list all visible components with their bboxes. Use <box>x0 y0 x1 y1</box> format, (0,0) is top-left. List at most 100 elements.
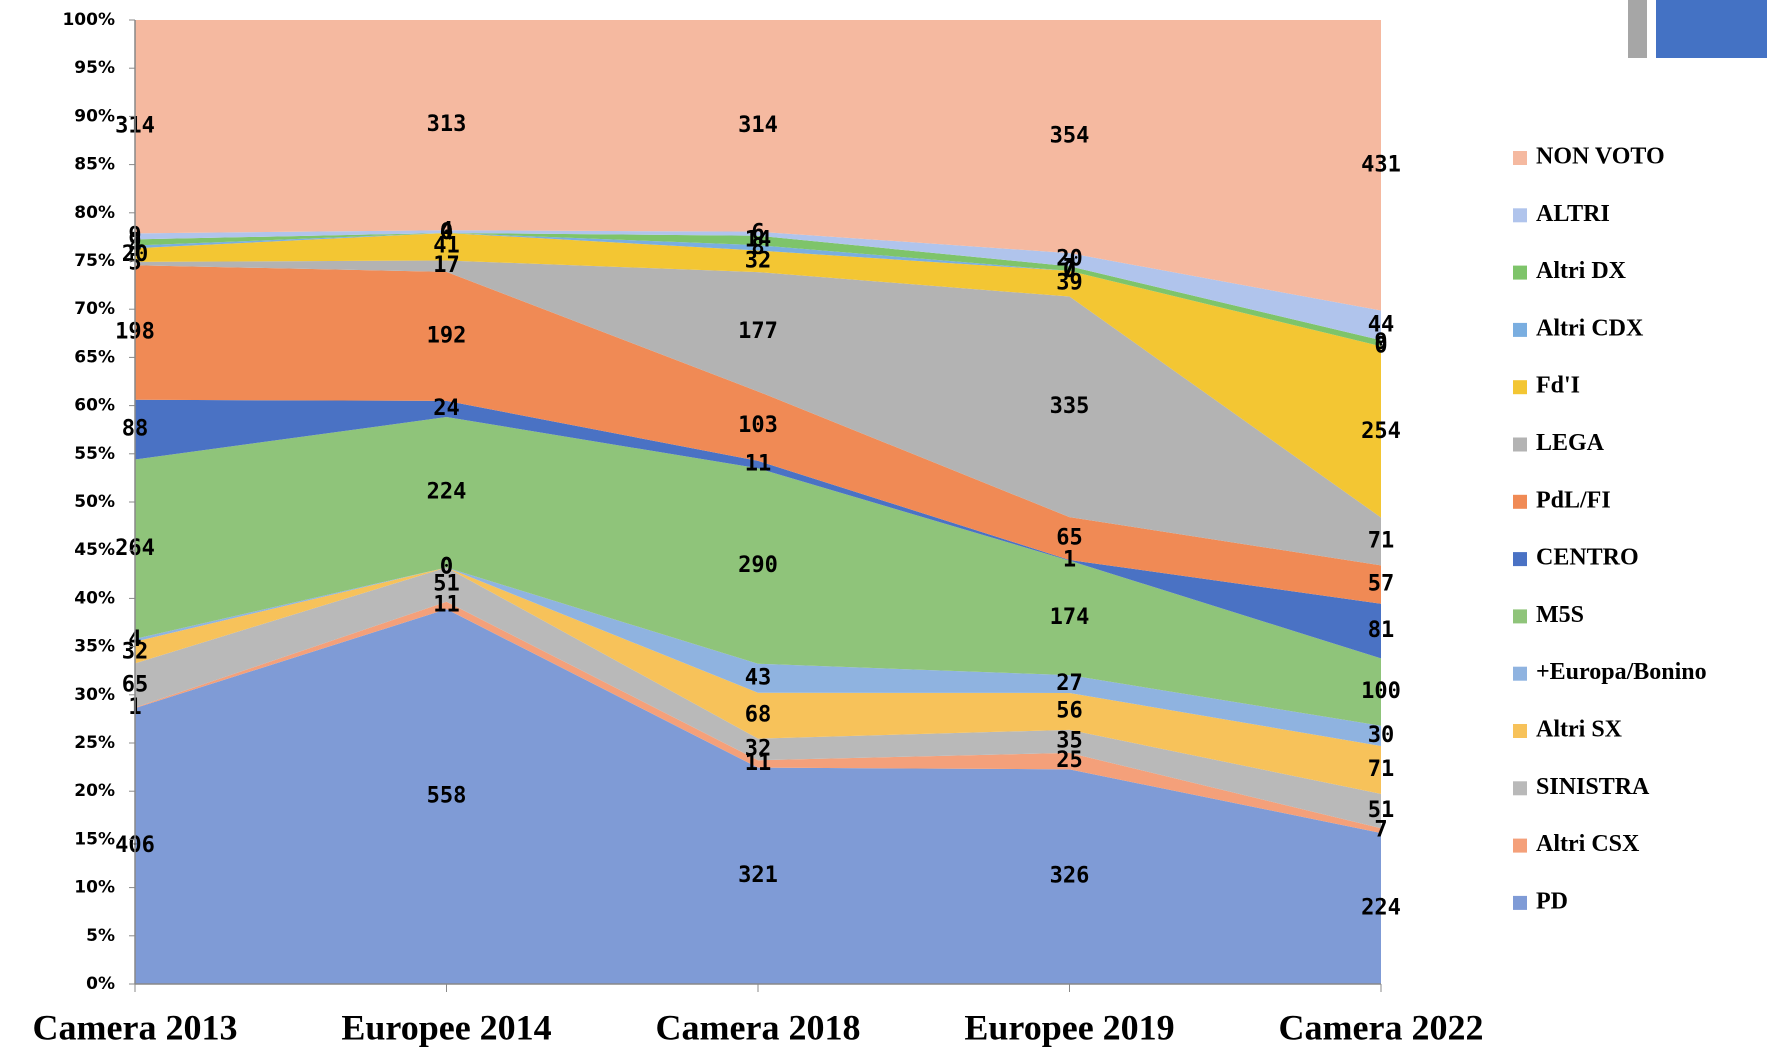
data-label: 314 <box>738 113 778 138</box>
area <box>135 230 1381 341</box>
y-tick-label: 35% <box>74 637 115 657</box>
data-label: 177 <box>738 319 778 344</box>
legend-swatch <box>1513 895 1527 910</box>
data-label: 174 <box>1050 605 1090 630</box>
data-label: 321 <box>738 863 778 888</box>
data-label: 14 <box>745 227 772 252</box>
data-label: 71 <box>1368 757 1395 782</box>
data-label: 0 <box>1374 333 1387 358</box>
data-label: 35 <box>1056 728 1083 753</box>
legend-swatch <box>1513 151 1527 165</box>
legend-label: CENTRO <box>1536 545 1639 571</box>
y-tick-label: 65% <box>74 347 115 367</box>
area <box>135 260 1381 566</box>
y-tick-label: 95% <box>74 58 115 78</box>
y-tick-label: 40% <box>74 588 115 608</box>
data-label: 335 <box>1050 394 1090 419</box>
x-tick-label: Europee 2019 <box>964 1007 1174 1047</box>
legend-label: +Europa/Bonino <box>1536 659 1707 685</box>
legend-label: SINISTRA <box>1536 774 1650 800</box>
data-label: 9 <box>1374 330 1387 355</box>
data-label: 71 <box>1368 528 1395 553</box>
data-label: 11 <box>433 592 460 617</box>
legend-label: M5S <box>1536 602 1584 628</box>
data-label: 6 <box>751 221 764 246</box>
legend-label: PD <box>1536 888 1568 914</box>
data-label: 0 <box>440 554 453 579</box>
data-label: 81 <box>1368 618 1395 643</box>
data-label: 254 <box>1361 419 1401 444</box>
area <box>135 399 1381 659</box>
data-label: 11 <box>745 751 772 776</box>
y-tick-label: 80% <box>74 203 115 223</box>
legend-swatch <box>1513 838 1527 853</box>
data-label: 68 <box>745 703 772 728</box>
y-tick-label: 15% <box>74 829 115 849</box>
area <box>135 417 1381 726</box>
data-label: 25 <box>1056 748 1083 773</box>
legend-label: Altri DX <box>1536 258 1627 284</box>
legend-label: Altri SX <box>1536 717 1623 743</box>
y-tick-label: 45% <box>74 540 115 560</box>
y-tick-label: 10% <box>74 878 115 898</box>
data-label: 192 <box>427 323 467 348</box>
data-label: 24 <box>433 396 460 421</box>
data-label: 27 <box>1056 671 1083 696</box>
data-label: 0 <box>440 554 453 579</box>
y-tick-label: 0% <box>86 974 115 994</box>
data-label: 32 <box>745 248 772 273</box>
legend-swatch <box>1513 380 1527 395</box>
y-tick-label: 50% <box>74 492 115 512</box>
x-tick-label: Camera 2018 <box>656 1007 861 1047</box>
legend-swatch <box>1513 552 1527 567</box>
y-tick-label: 60% <box>74 396 115 416</box>
data-label: 20 <box>1056 247 1083 272</box>
data-label: 290 <box>738 553 778 578</box>
legend-label: Altri CDX <box>1536 315 1644 341</box>
legend-label: LEGA <box>1536 430 1605 456</box>
decor-bar <box>1628 0 1647 58</box>
data-label: 43 <box>745 665 772 690</box>
area <box>135 20 1381 311</box>
data-label: 326 <box>1050 864 1090 889</box>
y-tick-label: 70% <box>74 299 115 319</box>
data-label: 51 <box>1368 798 1395 823</box>
data-label: 558 <box>427 784 467 809</box>
legend-swatch <box>1513 208 1527 223</box>
x-tick-label: Europee 2014 <box>341 1007 551 1047</box>
legend-swatch <box>1513 494 1527 509</box>
data-label: 65 <box>1056 526 1083 551</box>
legend-label: NON VOTO <box>1536 144 1665 170</box>
data-label: 313 <box>427 112 467 137</box>
y-tick-label: 100% <box>62 10 115 30</box>
y-tick-label: 85% <box>74 155 115 175</box>
legend-swatch <box>1513 609 1527 624</box>
legend-swatch <box>1513 437 1527 452</box>
data-label: 56 <box>1056 698 1083 723</box>
legend-swatch <box>1513 781 1527 796</box>
legend-label: Fd'I <box>1536 373 1580 399</box>
legend-label: ALTRI <box>1536 201 1610 227</box>
y-tick-label: 30% <box>74 685 115 705</box>
x-tick-label: Camera 2013 <box>33 1007 238 1047</box>
data-label: 30 <box>1368 723 1395 748</box>
data-label: 51 <box>433 572 460 597</box>
data-label: 0 <box>440 220 453 245</box>
y-tick-label: 20% <box>74 781 115 801</box>
legend-label: PdL/FI <box>1536 487 1611 513</box>
y-tick-label: 75% <box>74 251 115 271</box>
area <box>135 609 1381 984</box>
data-label: 41 <box>433 234 460 259</box>
legend-swatch <box>1513 724 1527 738</box>
data-label: 100 <box>1361 679 1401 704</box>
data-label: 4 <box>440 219 453 244</box>
y-tick-label: 5% <box>86 926 115 946</box>
legend-swatch <box>1513 322 1527 337</box>
decor-block <box>1656 0 1767 58</box>
y-tick-label: 25% <box>74 733 115 753</box>
data-label: 57 <box>1368 572 1395 597</box>
legend-swatch <box>1513 265 1527 280</box>
legend-swatch <box>1513 666 1527 681</box>
data-label: 11 <box>745 452 772 477</box>
